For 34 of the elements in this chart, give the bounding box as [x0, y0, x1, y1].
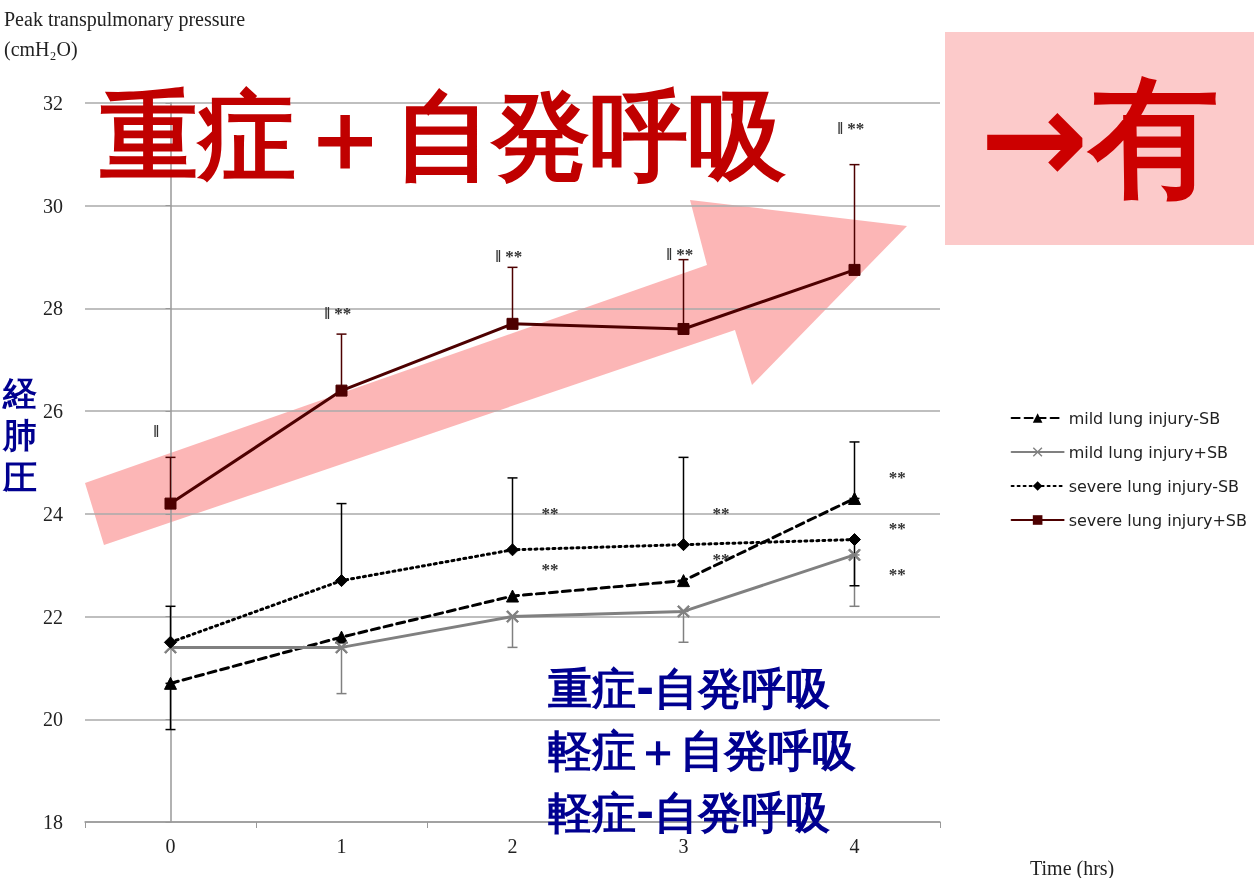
legend-label: mild lung injury-SB — [1068, 408, 1221, 428]
y-axis-title: Peak transpulmonary pressure (cmH₂O) — [4, 7, 247, 63]
y-tick-label: 20 — [43, 708, 63, 731]
legend-label: severe lung injury+SB — [1068, 510, 1247, 530]
annotation: ** — [888, 467, 906, 488]
annotation: ** — [541, 503, 559, 524]
annotation: ** — [888, 519, 906, 540]
annotation: ** — [712, 550, 730, 571]
y-tick-label: 30 — [43, 194, 63, 217]
text: →有 — [945, 32, 1254, 245]
y-tick-label: 26 — [43, 400, 63, 423]
annotation: 重症-自発呼吸 — [548, 662, 831, 716]
legend-label: mild lung injury+SB — [1068, 442, 1229, 462]
legend-label: severe lung injury-SB — [1068, 476, 1240, 496]
annotation: ǁ ** — [666, 244, 694, 265]
annotation: ** — [888, 565, 906, 586]
x-tick-label: 1 — [336, 835, 347, 857]
annotation: ǁ ** — [837, 118, 865, 139]
annotation: ** — [541, 560, 559, 581]
x-tick-label: 2 — [507, 835, 518, 857]
y-tick-label: 22 — [43, 605, 63, 628]
x-tick-label: 0 — [165, 835, 176, 857]
annotation: 軽症＋自発呼吸 — [548, 724, 856, 778]
annotation: 重症＋自発呼吸 — [100, 78, 786, 195]
annotation: ǁ ** — [324, 303, 352, 324]
y-tick-label: 18 — [43, 811, 63, 833]
y-tick-label: 28 — [43, 297, 63, 320]
y-tick-label: 32 — [43, 92, 63, 114]
x-tick-label: 4 — [849, 835, 860, 857]
y-tick-label: 24 — [43, 502, 63, 525]
annotation: ǁ — [153, 421, 159, 442]
annotation: ** — [712, 503, 730, 524]
text: 経肺圧 — [3, 372, 37, 498]
annotation: ǁ ** — [495, 247, 523, 268]
